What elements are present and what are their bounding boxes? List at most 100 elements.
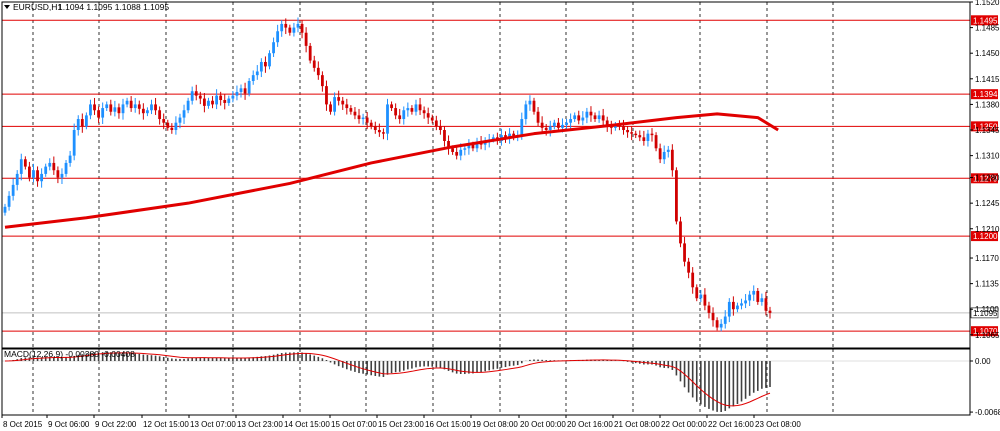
candle-body — [768, 310, 772, 313]
candle-body — [320, 75, 324, 87]
time-axis-label: 23 Oct 08:00 — [755, 420, 801, 429]
current-price-label: 1.1095 — [973, 309, 998, 318]
candle-body — [19, 159, 23, 174]
candle-body — [544, 127, 548, 131]
candle-body — [349, 108, 353, 112]
candle-body — [658, 148, 662, 160]
candle-body — [84, 115, 88, 127]
time-axis-label: 9 Oct 06:00 — [48, 420, 90, 429]
time-axis-label: 21 Oct 08:00 — [614, 420, 660, 429]
candle-body — [593, 115, 597, 120]
candle-body — [402, 110, 406, 120]
candle-body — [382, 132, 385, 134]
candle-body — [365, 117, 369, 123]
price-axis-label: 1.1245 — [975, 199, 1000, 208]
macd-axis-label: 0.00 — [975, 357, 991, 366]
candle-body — [532, 100, 536, 112]
candle-body — [447, 140, 450, 149]
candle-body — [129, 100, 133, 109]
level-price-label: 1.1200 — [973, 232, 998, 241]
candle-body — [434, 120, 438, 127]
time-axis-label: 22 Oct 00:00 — [661, 420, 707, 429]
candle-body — [703, 294, 707, 306]
candle-body — [68, 155, 72, 163]
candle-body — [414, 104, 418, 112]
candle-body — [630, 132, 634, 134]
price-axis-label: 1.1210 — [975, 225, 1000, 234]
macd-axis-label: -0.00681 — [975, 408, 1000, 417]
candle-body — [211, 100, 214, 105]
candle-body — [609, 126, 613, 128]
candle-body — [44, 166, 48, 174]
level-price-tag — [971, 121, 998, 132]
candle-body — [72, 130, 76, 156]
candle-body — [654, 135, 658, 149]
candle-body — [585, 111, 589, 118]
candle-body — [93, 104, 96, 111]
candle-body — [711, 312, 715, 321]
candle-body — [406, 108, 410, 111]
time-axis-label: 20 Oct 00:00 — [520, 420, 566, 429]
chart-header-ohlc: 1.1094 1.1095 1.1088 1.1095 — [58, 2, 169, 12]
candle-body — [634, 133, 638, 136]
candle-body — [329, 104, 332, 112]
candle-body — [162, 119, 166, 123]
candle-body — [687, 261, 691, 273]
candle-body — [32, 170, 35, 178]
candle-body — [353, 111, 357, 116]
candle-body — [736, 305, 739, 310]
candle-body — [341, 100, 345, 105]
candle-body — [325, 86, 328, 105]
level-price-label: 1.1070 — [973, 327, 998, 336]
level-price-tag — [971, 173, 998, 184]
candle-body — [141, 108, 145, 114]
time-axis-label: 16 Oct 15:00 — [425, 420, 471, 429]
collapse-triangle-icon[interactable] — [4, 5, 10, 9]
candle-body — [272, 42, 275, 54]
candle-body — [312, 60, 316, 68]
candle-body — [231, 95, 235, 99]
candle-body — [48, 162, 52, 167]
level-price-label: 1.1279 — [973, 174, 998, 183]
candle-body — [410, 108, 414, 112]
current-price-tag — [970, 307, 999, 319]
candle-body — [304, 32, 308, 46]
level-price-label: 1.1495 — [973, 16, 998, 25]
candle-body — [251, 75, 255, 82]
price-axis-label: 1.1280 — [975, 174, 1000, 183]
candle-body — [390, 104, 393, 109]
candle-body — [219, 95, 223, 101]
candle-body — [760, 298, 764, 302]
time-axis-label: 13 Oct 23:00 — [237, 420, 283, 429]
candle-body — [699, 294, 703, 299]
candle-body — [451, 148, 455, 152]
candle-body — [202, 98, 206, 106]
candle-body — [475, 142, 479, 149]
candle-body — [552, 122, 556, 127]
time-axis-label: 12 Oct 15:00 — [143, 420, 189, 429]
price-axis-label: 1.1310 — [975, 152, 1000, 161]
main-panel-border — [1, 1, 971, 349]
candle-body — [7, 195, 11, 207]
candle-body — [540, 122, 544, 128]
candle-body — [40, 173, 44, 182]
candle-body — [715, 320, 719, 328]
candle-body — [288, 27, 292, 33]
candle-body — [56, 170, 60, 178]
moving-average-layer — [4, 112, 779, 229]
candle-body — [666, 149, 670, 152]
candle-body — [508, 133, 511, 138]
candle-body — [601, 115, 605, 121]
candle-body — [670, 149, 674, 171]
price-axis-label: 1.1170 — [975, 254, 999, 263]
candle-body — [101, 108, 105, 118]
time-axis-label: 15 Oct 23:00 — [378, 420, 424, 429]
time-axis-label: 14 Oct 15:00 — [284, 420, 330, 429]
level-price-tag — [971, 89, 998, 100]
candle-body — [683, 243, 686, 262]
level-price-label: 1.1350 — [973, 122, 998, 131]
price-axis-label: 1.1485 — [975, 24, 1000, 33]
